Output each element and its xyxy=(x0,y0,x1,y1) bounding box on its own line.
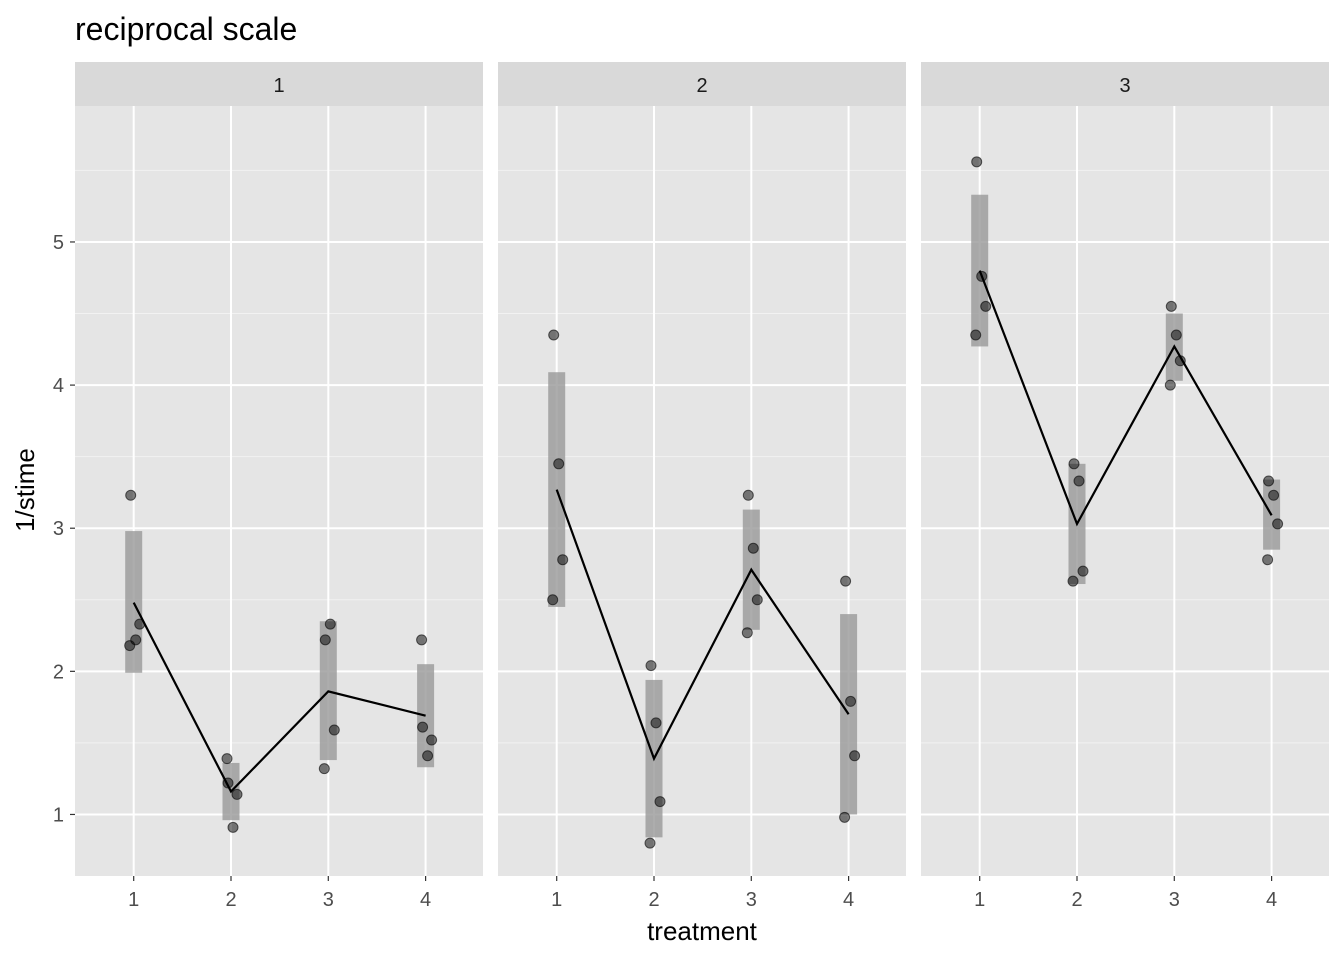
mean-line xyxy=(978,270,1273,527)
data-point xyxy=(221,753,233,765)
data-point xyxy=(644,837,656,849)
x-axis-title: treatment xyxy=(647,916,758,946)
data-point xyxy=(747,542,759,554)
data-point xyxy=(227,821,239,833)
data-point xyxy=(1165,300,1177,312)
data-point xyxy=(426,734,438,746)
data-point xyxy=(741,627,753,639)
data-point xyxy=(1077,565,1089,577)
y-tick-label: 3 xyxy=(53,518,64,540)
data-point xyxy=(222,777,234,789)
data-point xyxy=(548,329,560,341)
data-point xyxy=(751,594,763,606)
data-point xyxy=(980,300,992,312)
x-tick-label: 3 xyxy=(1169,889,1180,911)
data-point xyxy=(1073,475,1085,487)
x-tick-label: 4 xyxy=(420,889,431,911)
data-point xyxy=(970,329,982,341)
data-point xyxy=(134,618,146,630)
data-point xyxy=(1170,329,1182,341)
data-point xyxy=(1268,489,1280,501)
x-tick-label: 3 xyxy=(323,889,334,911)
facet-strip xyxy=(498,62,906,106)
data-point xyxy=(547,594,559,606)
x-tick-label: 1 xyxy=(974,889,985,911)
chart-title: reciprocal scale xyxy=(75,11,297,47)
x-tick-label: 4 xyxy=(843,889,854,911)
panel-background xyxy=(75,106,483,876)
panel-background xyxy=(921,106,1329,876)
data-point xyxy=(319,634,331,646)
data-point xyxy=(839,811,851,823)
data-point xyxy=(654,796,666,808)
x-tick-label: 2 xyxy=(225,889,236,911)
panels: 1 1 2 3 4 2 1 2 3 4 3 1 2 3 4 xyxy=(75,62,1329,911)
panel-2: 2 1 2 3 4 xyxy=(498,62,906,911)
data-point xyxy=(650,717,662,729)
y-tick-label: 4 xyxy=(53,375,64,397)
facet-strip-label: 3 xyxy=(1119,75,1130,97)
data-point xyxy=(840,575,852,587)
data-point xyxy=(849,750,861,762)
data-point xyxy=(553,458,565,470)
facet-strip xyxy=(921,62,1329,106)
data-point xyxy=(742,489,754,501)
data-point xyxy=(645,660,657,672)
facet-strip xyxy=(75,62,483,106)
x-tick-label: 4 xyxy=(1266,889,1277,911)
mean-line xyxy=(555,489,850,762)
x-tick-label: 2 xyxy=(1071,889,1082,911)
panel-background xyxy=(498,106,906,876)
data-point xyxy=(1068,458,1080,470)
data-point xyxy=(557,554,569,566)
x-tick-label: 3 xyxy=(746,889,757,911)
panel-3: 3 1 2 3 4 xyxy=(921,62,1329,911)
data-point xyxy=(125,489,137,501)
data-point xyxy=(422,750,434,762)
interval-bar xyxy=(125,531,143,673)
data-point xyxy=(976,270,988,282)
x-tick-label: 1 xyxy=(551,889,562,911)
data-point xyxy=(1262,554,1274,566)
data-point xyxy=(1164,379,1176,391)
y-tick-label: 1 xyxy=(53,804,64,826)
data-point xyxy=(324,618,336,630)
y-axis-title: 1/stime xyxy=(10,448,40,532)
facet-strip-label: 2 xyxy=(696,75,707,97)
data-point xyxy=(318,763,330,775)
data-point xyxy=(1263,475,1275,487)
data-point xyxy=(1174,355,1186,367)
y-tick-label: 5 xyxy=(53,232,64,254)
panel-1: 1 1 2 3 4 xyxy=(75,62,483,911)
data-point xyxy=(971,156,983,168)
facet-strip-label: 1 xyxy=(273,75,284,97)
y-tick-label: 2 xyxy=(53,661,64,683)
mean-line xyxy=(132,602,426,794)
y-axis: 1 2 3 4 5 xyxy=(53,232,75,826)
data-point xyxy=(845,695,857,707)
data-point xyxy=(1067,575,1079,587)
data-point xyxy=(231,788,243,800)
data-point xyxy=(328,724,340,736)
data-point xyxy=(417,721,429,733)
data-point xyxy=(1272,518,1284,530)
x-tick-label: 1 xyxy=(128,889,139,911)
x-tick-label: 2 xyxy=(648,889,659,911)
data-point xyxy=(416,634,428,646)
data-point xyxy=(124,640,136,652)
